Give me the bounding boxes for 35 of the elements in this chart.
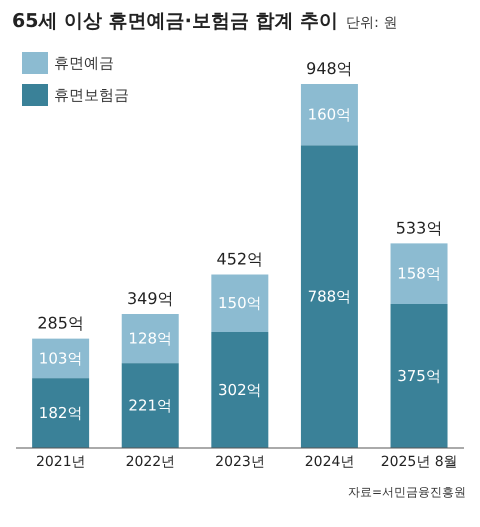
chart-title: 65세 이상 휴면예금·보험금 합계 추이 [12,9,338,34]
legend-label: 휴면예금 [54,54,114,72]
x-tick-label: 2023년 [215,454,265,470]
total-label: 948억 [306,59,353,78]
data-label: 128억 [128,330,172,348]
data-label: 788억 [308,288,352,306]
x-tick-label: 2022년 [126,454,176,470]
bar [32,338,90,378]
data-label: 302억 [218,381,262,400]
chart-subtitle: 단위: 원 [346,14,398,32]
x-tick-label: 2025년 8월 [380,454,458,470]
data-label: 182억 [38,404,82,422]
bar [122,363,179,448]
data-label: 375억 [397,367,441,386]
total-label: 349억 [126,288,174,308]
total-label: 285억 [37,314,84,333]
bar [390,243,448,304]
bar [390,304,448,448]
total-label: 533억 [396,218,442,238]
text: 자료=서민금융진흥원 [346,484,466,501]
bar [300,84,358,146]
bar [122,314,179,364]
data-label: 221억 [128,396,172,415]
bar [32,378,90,448]
total-label: 452억 [216,249,264,268]
data-label: 150억 [218,294,262,312]
bar [211,332,268,448]
bar [211,274,268,332]
data-label: 160억 [308,106,352,124]
data-label: 158억 [397,264,441,283]
x-tick-label: 2021년 [36,454,86,470]
data-label: 103억 [38,349,82,368]
legend-label: 휴면보험금 [54,86,129,104]
x-tick-label: 2024년 [304,454,354,470]
bar [300,145,358,448]
